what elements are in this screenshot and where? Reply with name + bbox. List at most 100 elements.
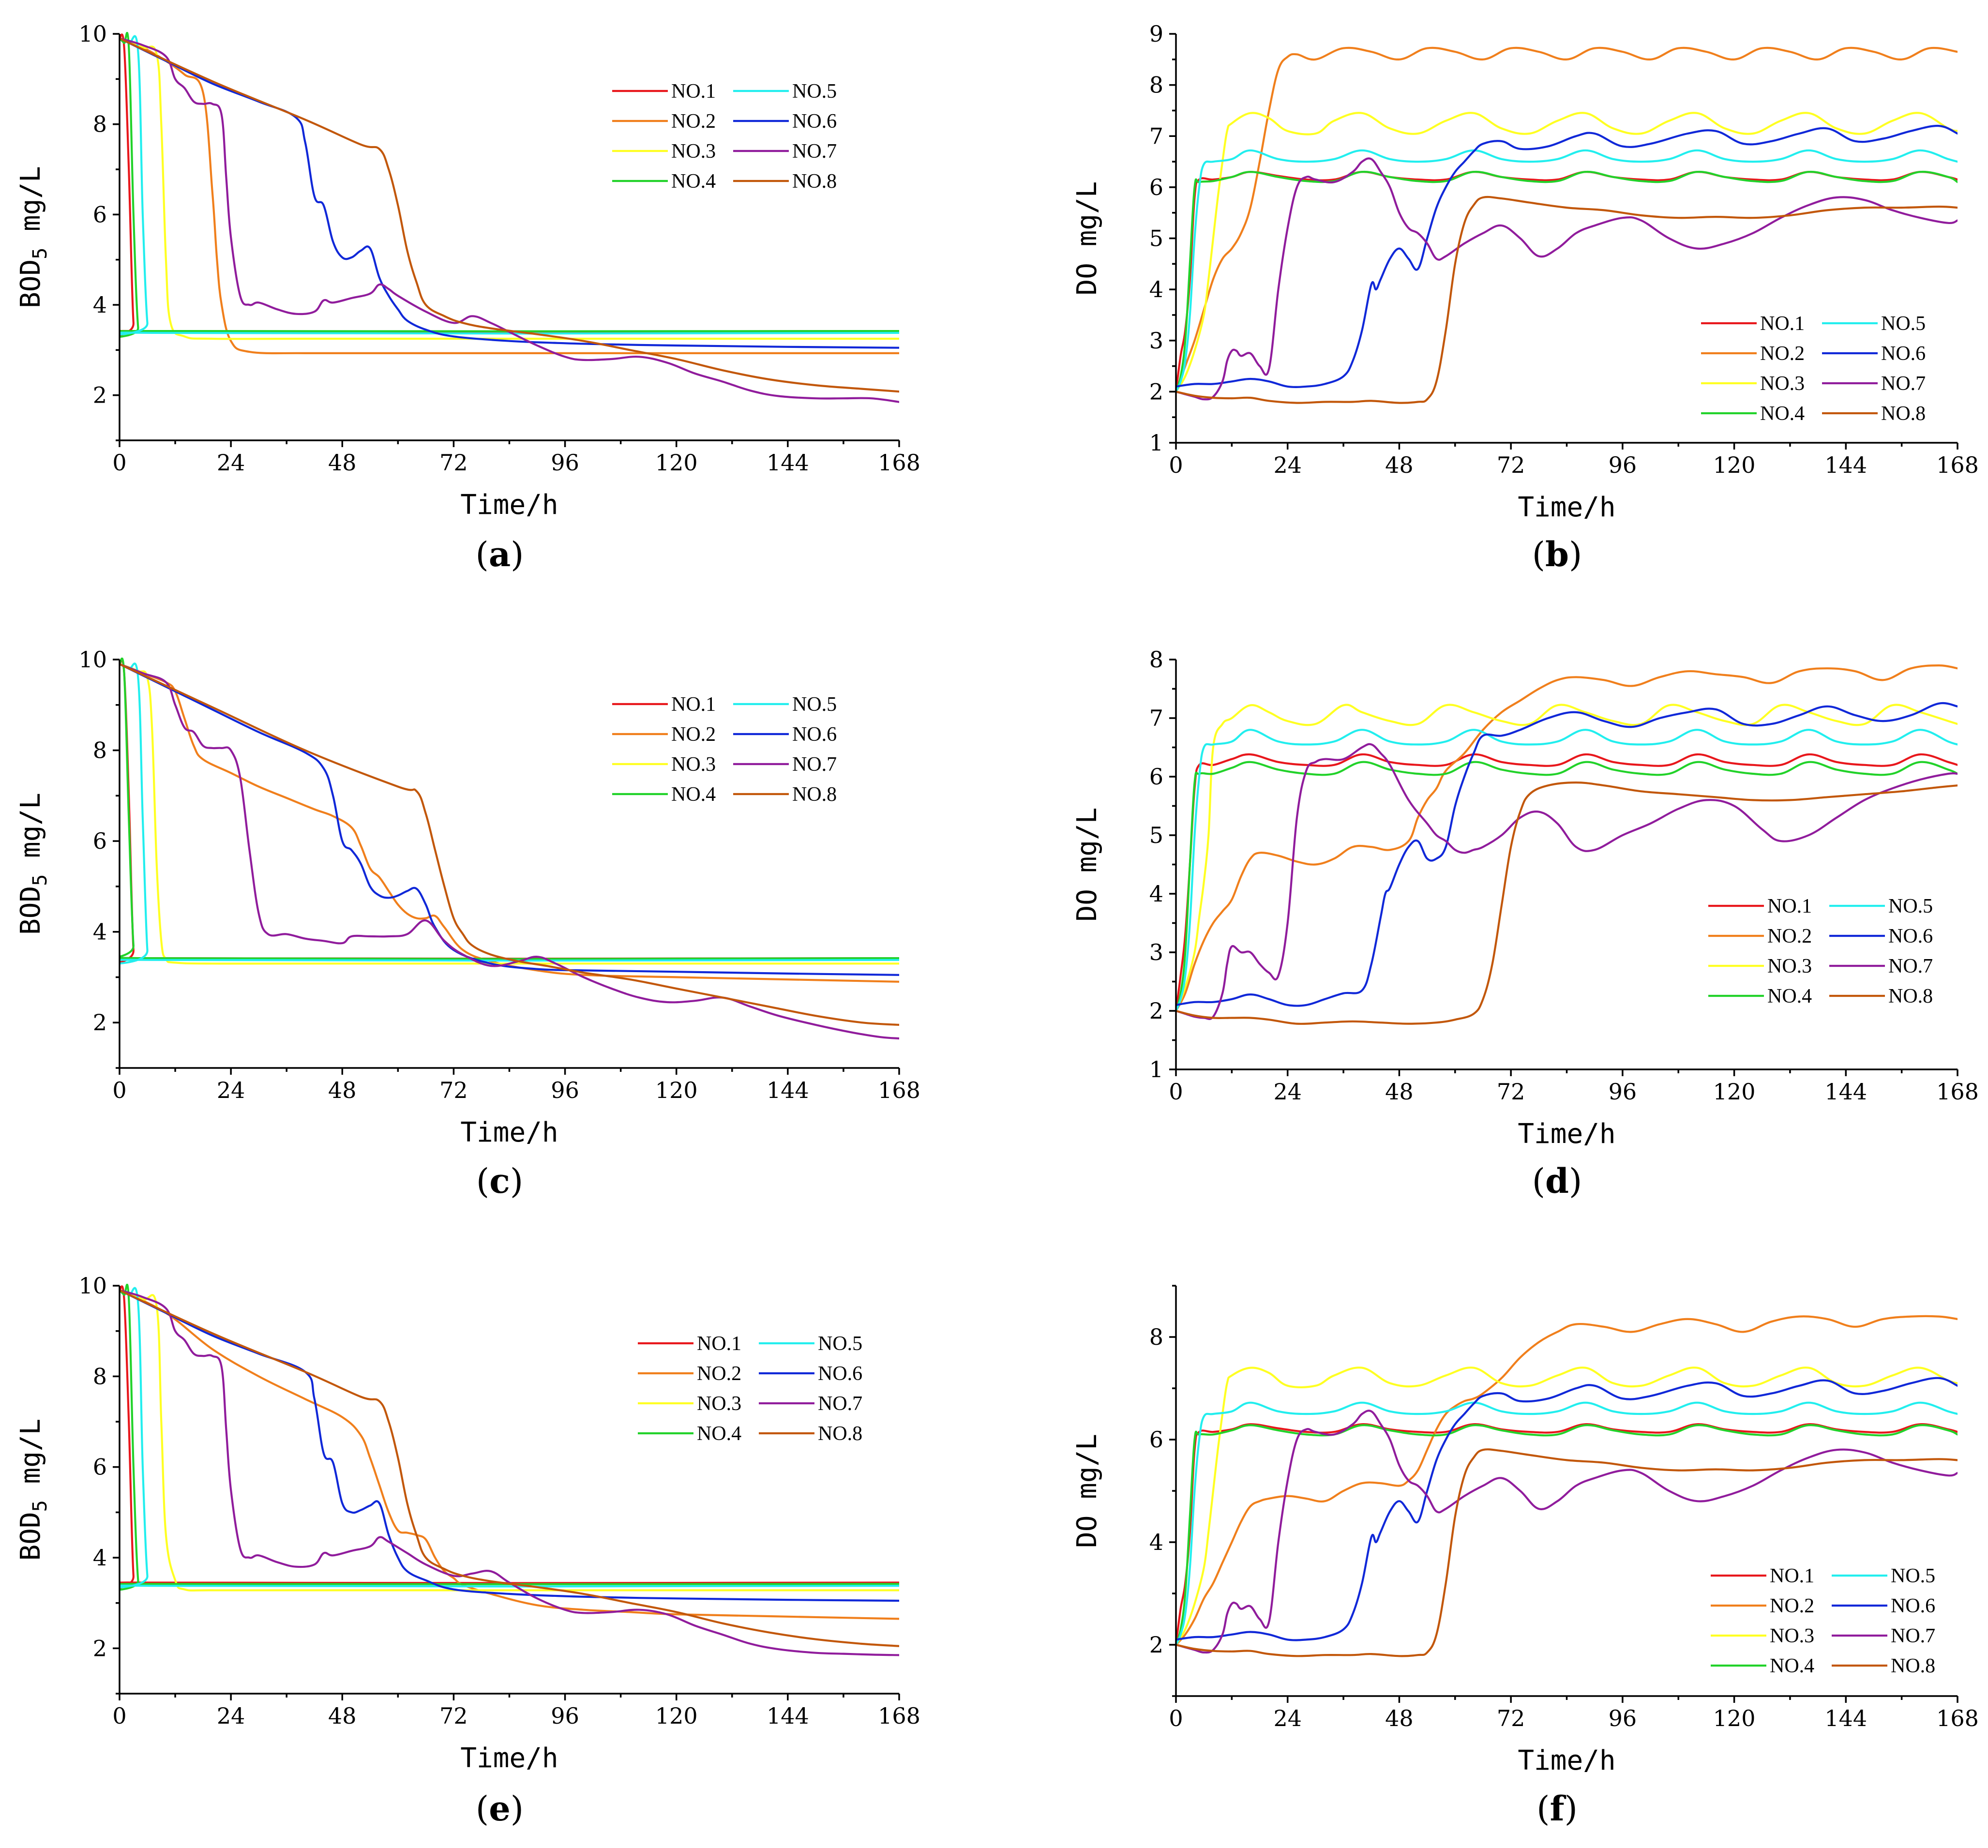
y-tick-label: 2 — [1149, 378, 1163, 405]
series-group — [1176, 46, 1958, 404]
x-tick-label: 120 — [655, 1703, 698, 1729]
series-group — [1176, 664, 1958, 1025]
series-line-no3 — [1176, 112, 1958, 393]
legend-label: NO.6 — [792, 110, 837, 133]
series-line-no1 — [1176, 753, 1958, 1012]
series-line-no8 — [1176, 1448, 1958, 1657]
x-tick-label: 144 — [1824, 1705, 1867, 1731]
x-tick-label: 168 — [1936, 452, 1979, 478]
y-tick-label: 2 — [93, 1635, 107, 1661]
chart-panel-b: 0 24 48 72 96 120 144 168 1 2 3 4 5 6 7 8 9 Time/h DO mg/L… — [1071, 21, 1979, 574]
legend-label: NO.1 — [671, 693, 716, 716]
series-line-no2 — [120, 663, 899, 983]
x-tick-label: 0 — [1169, 452, 1183, 478]
x-tick-label: 24 — [1273, 1705, 1302, 1731]
legend: NO.1 NO.2 NO.3 NO.4 NO.5 NO.6 NO.7 NO.8 — [638, 1333, 862, 1445]
legend: NO.1 NO.2 NO.3 NO.4 NO.5 NO.6 NO.7 NO.8 — [612, 693, 837, 806]
x-tick-label: 144 — [1824, 1079, 1867, 1105]
x-tick-label: 0 — [112, 450, 126, 476]
panel-letter: (a) — [476, 534, 524, 574]
y-tick-label: 3 — [1149, 328, 1163, 354]
y-tick-label: 6 — [1149, 764, 1163, 790]
series-line-no7 — [120, 663, 899, 1040]
x-tick-label: 96 — [1609, 1079, 1637, 1105]
y-axis-title-main: DO — [1071, 889, 1103, 921]
legend-label: NO.3 — [1760, 373, 1805, 395]
legend-label: NO.6 — [1891, 1595, 1935, 1617]
y-tick-label: 1 — [1149, 1056, 1163, 1082]
y-axis-title-unit: mg/L — [1071, 807, 1103, 889]
x-tick-label: 144 — [767, 1703, 809, 1729]
series-group — [120, 32, 899, 403]
legend-label: NO.4 — [671, 783, 716, 806]
x-tick-label: 24 — [217, 450, 245, 476]
y-tick-label: 10 — [78, 1273, 107, 1299]
y-tick-label: 8 — [1149, 1324, 1163, 1350]
legend: NO.1 NO.2 NO.3 NO.4 NO.5 NO.6 NO.7 NO.8 — [612, 80, 837, 193]
panel-letter: (d) — [1532, 1161, 1582, 1201]
x-tick-label: 168 — [878, 1703, 920, 1729]
x-axis-title: Time/h — [460, 489, 558, 521]
x-tick-label: 48 — [1385, 1079, 1414, 1105]
legend-label: NO.7 — [792, 753, 837, 776]
legend-label: NO.3 — [671, 140, 716, 163]
legend-label: NO.6 — [792, 723, 837, 746]
series-line-no5 — [120, 662, 899, 965]
x-tick-label: 24 — [217, 1703, 245, 1729]
legend-label: NO.5 — [1881, 313, 1926, 335]
legend-label: NO.4 — [671, 170, 716, 193]
y-axis-title: BOD5 mg/L — [15, 1419, 51, 1561]
legend-label: NO.1 — [1770, 1565, 1814, 1587]
series-line-no7 — [120, 1289, 899, 1656]
y-axis-title-main: DO — [1071, 1516, 1103, 1548]
legend-label: NO.6 — [1881, 343, 1926, 365]
series-line-no6 — [1176, 702, 1958, 1007]
x-tick-label: 72 — [1497, 1705, 1525, 1731]
panel-letter: (c) — [476, 1161, 523, 1201]
series-line-no1 — [120, 1285, 899, 1589]
y-axis-title-subscript: 5 — [29, 248, 51, 259]
series-line-no5 — [1176, 149, 1958, 393]
x-tick-label: 120 — [1713, 1705, 1756, 1731]
y-tick-label: 6 — [93, 828, 107, 854]
x-tick-label: 96 — [551, 1077, 579, 1103]
legend-label: NO.2 — [1767, 925, 1812, 947]
series-line-no3 — [120, 663, 899, 965]
legend-label: NO.1 — [671, 80, 716, 103]
y-axis-title: DO mg/L — [1071, 1434, 1103, 1548]
x-tick-label: 48 — [328, 1077, 357, 1103]
chart-panel-d: 0 24 48 72 96 120 144 168 1 2 3 4 5 6 7 8 Time/h DO mg/L N… — [1071, 646, 1979, 1201]
x-tick-label: 24 — [1273, 1079, 1302, 1105]
series-line-no4 — [1176, 761, 1958, 1012]
x-tick-label: 144 — [1824, 452, 1867, 478]
legend-label: NO.8 — [1881, 403, 1926, 425]
legend-label: NO.8 — [792, 783, 837, 806]
series-line-no2 — [1176, 664, 1958, 1012]
series-line-no1 — [120, 33, 899, 337]
y-tick-label: 8 — [93, 737, 107, 764]
y-tick-label: 4 — [1149, 276, 1163, 302]
legend-label: NO.1 — [697, 1333, 741, 1355]
y-axis-title-unit: mg/L — [15, 1419, 46, 1501]
legend-label: NO.8 — [818, 1423, 862, 1445]
x-axis-title: Time/h — [460, 1117, 558, 1148]
x-axis-title: Time/h — [1518, 1745, 1615, 1776]
y-tick-label: 8 — [93, 111, 107, 137]
y-axis-title-subscript: 5 — [29, 1500, 51, 1512]
legend-label: NO.4 — [1760, 403, 1805, 425]
x-tick-label: 72 — [1497, 1079, 1525, 1105]
x-tick-label: 0 — [1169, 1079, 1183, 1105]
legend-label: NO.5 — [818, 1333, 862, 1355]
y-axis-title-subscript: 5 — [29, 874, 51, 886]
legend-label: NO.3 — [1770, 1625, 1814, 1647]
series-line-no8 — [1176, 195, 1958, 404]
y-tick-label: 8 — [93, 1363, 107, 1389]
legend-label: NO.2 — [697, 1363, 741, 1385]
y-tick-label: 4 — [93, 1545, 107, 1571]
x-axis-title: Time/h — [1518, 1118, 1615, 1150]
x-tick-label: 0 — [112, 1077, 126, 1103]
series-line-no6 — [120, 1289, 899, 1602]
series-line-no2 — [1176, 1315, 1958, 1646]
series-line-no3 — [1176, 1367, 1958, 1646]
